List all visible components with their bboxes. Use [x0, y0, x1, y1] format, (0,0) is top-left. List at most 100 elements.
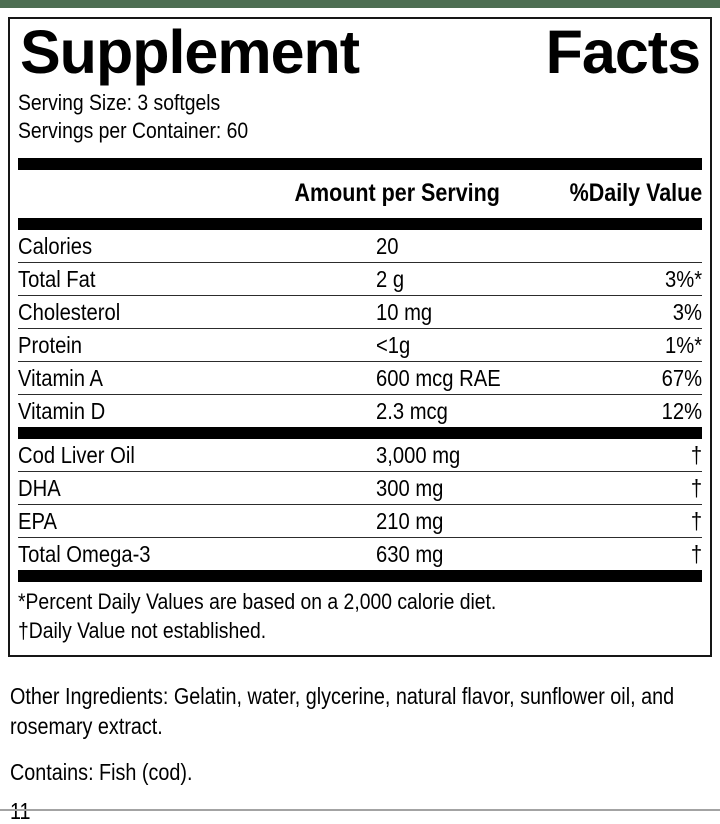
nutrient-dv-cell: 3% [592, 297, 702, 328]
nutrient-name: Protein [18, 331, 83, 358]
nutrient-amount-cell: <1g [376, 330, 592, 361]
nutrient-amount: 20 [376, 232, 399, 259]
table-row-dha: DHA 300 mg † [18, 471, 702, 504]
ingredient-name-cell: Total Omega-3 [18, 539, 376, 570]
column-header-daily-value: %Daily Value [548, 179, 702, 208]
nutrient-amount: 600 mcg RAE [376, 364, 501, 391]
footnote-percent-daily-values-text: *Percent Daily Values are based on a 2,0… [18, 589, 497, 614]
nutrient-amount-cell: 20 [376, 231, 592, 262]
table-row-total-omega-3: Total Omega-3 630 mg † [18, 537, 702, 570]
nutrient-name-cell: Cholesterol [18, 297, 376, 328]
ingredient-table: Cod Liver Oil 3,000 mg † DHA 300 mg † EP… [18, 439, 702, 570]
page-number-text: 11 [10, 798, 31, 824]
nutrient-dv-cell: 67% [592, 363, 702, 394]
footnotes: *Percent Daily Values are based on a 2,0… [18, 582, 702, 647]
ingredient-name: DHA [18, 474, 61, 501]
ingredient-dv-cell: † [592, 539, 702, 570]
nutrient-name: Vitamin A [18, 364, 104, 391]
serving-info: Serving Size: 3 softgels Servings per Co… [18, 89, 702, 145]
table-row-calories: Calories 20 [18, 230, 702, 262]
table-row-protein: Protein <1g 1%* [18, 328, 702, 361]
table-row-cod-liver-oil: Cod Liver Oil 3,000 mg † [18, 439, 702, 471]
ingredient-name-cell: DHA [18, 473, 376, 504]
dagger-symbol: † [690, 540, 702, 567]
nutrient-amount-cell: 2.3 mcg [376, 396, 592, 427]
ingredient-amount: 3,000 mg [376, 441, 461, 468]
table-row-cholesterol: Cholesterol 10 mg 3% [18, 295, 702, 328]
nutrient-name: Calories [18, 232, 93, 259]
below-label-section: Other Ingredients: Gelatin, water, glyce… [0, 681, 720, 824]
servings-per-container-text: Servings per Container: 60 [18, 118, 249, 143]
nutrient-dv: 67% [661, 364, 702, 391]
dagger-symbol: † [690, 441, 702, 468]
nutrient-amount: 2.3 mcg [376, 397, 448, 424]
ingredient-amount-cell: 3,000 mg [376, 440, 592, 471]
nutrient-dv-cell [592, 231, 702, 262]
ingredient-dv-cell: † [592, 473, 702, 504]
nutrient-amount-cell: 2 g [376, 264, 592, 295]
column-header-amount-text: Amount per Serving [294, 179, 500, 207]
nutrient-name-cell: Calories [18, 231, 376, 262]
nutrient-amount: <1g [376, 331, 411, 358]
ingredient-amount: 630 mg [376, 540, 444, 567]
dagger-symbol: † [690, 474, 702, 501]
contains-statement: Contains: Fish (cod). [10, 759, 193, 785]
nutrient-name: Cholesterol [18, 298, 121, 325]
column-header-row: Amount per Serving %Daily Value [18, 170, 702, 218]
nutrient-dv: 3% [672, 298, 702, 325]
nutrient-amount-cell: 600 mcg RAE [376, 363, 592, 394]
thick-divider-under-header [18, 218, 702, 230]
other-ingredients-paragraph: Other Ingredients: Gelatin, water, glyce… [10, 683, 675, 739]
nutrient-amount: 2 g [376, 265, 405, 292]
thick-divider-middle [18, 427, 702, 439]
nutrient-name-cell: Total Fat [18, 264, 376, 295]
nutrient-table: Calories 20 Total Fat 2 g 3%* Cholestero… [18, 230, 702, 427]
nutrient-dv-cell: 3%* [592, 264, 702, 295]
thick-divider-top [18, 158, 702, 170]
table-row-vitamin-d: Vitamin D 2.3 mcg 12% [18, 394, 702, 427]
ingredient-name-cell: EPA [18, 506, 376, 537]
ingredient-amount: 210 mg [376, 507, 444, 534]
nutrient-amount: 10 mg [376, 298, 433, 325]
facts-title-word-facts: Facts [545, 18, 701, 86]
nutrient-dv-cell: 12% [592, 396, 702, 427]
servings-per-container-line: Servings per Container: 60 [18, 117, 702, 145]
ingredient-name: Cod Liver Oil [18, 441, 135, 468]
nutrient-amount-cell: 10 mg [376, 297, 592, 328]
facts-title: Supplement Facts [20, 18, 701, 86]
footnote-daily-value-not-established: †Daily Value not established. [18, 616, 702, 645]
supplement-facts-box: Supplement Facts Serving Size: 3 softgel… [8, 17, 712, 657]
nutrient-dv: 12% [661, 397, 702, 424]
nutrient-name: Total Fat [18, 265, 96, 292]
ingredient-name-cell: Cod Liver Oil [18, 440, 376, 471]
nutrient-dv: 3%* [664, 265, 702, 292]
table-row-total-fat: Total Fat 2 g 3%* [18, 262, 702, 295]
thick-divider-bottom [18, 570, 702, 582]
ingredient-name: EPA [18, 507, 57, 534]
serving-size-line: Serving Size: 3 softgels [18, 89, 702, 117]
nutrient-dv: 1%* [664, 331, 702, 358]
dagger-symbol: † [690, 507, 702, 534]
column-header-amount: Amount per Serving [261, 179, 500, 208]
nutrient-name: Vitamin D [18, 397, 106, 424]
nutrient-name-cell: Vitamin D [18, 396, 376, 427]
table-row-epa: EPA 210 mg † [18, 504, 702, 537]
top-color-strip [0, 0, 720, 8]
ingredient-dv-cell: † [592, 440, 702, 471]
page-number: 11 [10, 798, 710, 824]
contains-text: Contains: Fish (cod). [10, 758, 710, 786]
table-row-vitamin-a: Vitamin A 600 mcg RAE 67% [18, 361, 702, 394]
bottom-divider-rule [0, 809, 720, 811]
ingredient-amount-cell: 300 mg [376, 473, 592, 504]
ingredient-amount-cell: 630 mg [376, 539, 592, 570]
ingredient-dv-cell: † [592, 506, 702, 537]
ingredient-amount: 300 mg [376, 474, 444, 501]
nutrient-name-cell: Protein [18, 330, 376, 361]
footnote-percent-daily-values: *Percent Daily Values are based on a 2,0… [18, 587, 702, 616]
other-ingredients-text: Other Ingredients: Gelatin, water, glyce… [10, 681, 710, 741]
nutrient-name-cell: Vitamin A [18, 363, 376, 394]
ingredient-amount-cell: 210 mg [376, 506, 592, 537]
serving-size-text: Serving Size: 3 softgels [18, 90, 221, 115]
footnote-daily-value-not-established-text: †Daily Value not established. [18, 618, 267, 643]
